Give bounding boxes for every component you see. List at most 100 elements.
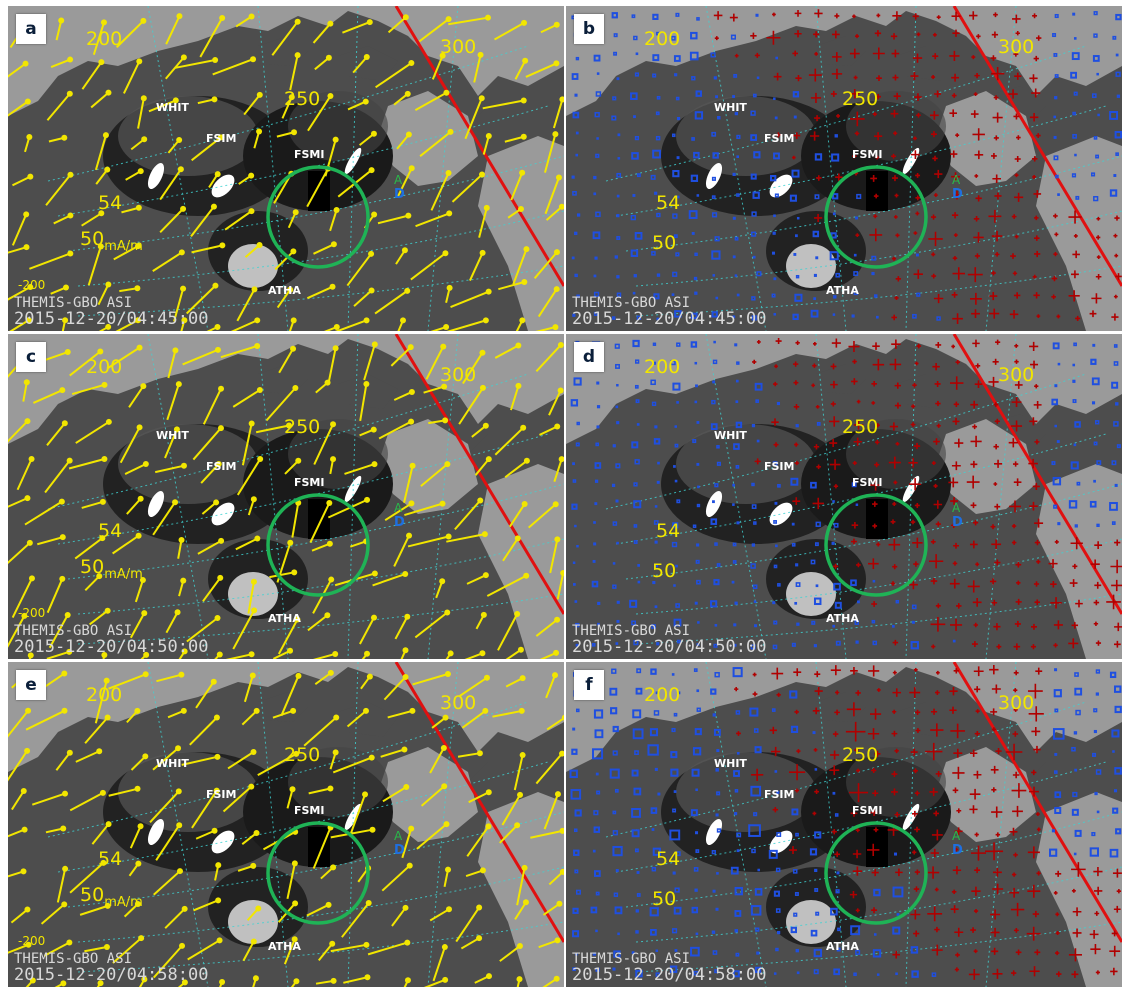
vector-origin: [61, 420, 68, 427]
downward-current-symbol: [671, 928, 678, 934]
map-panel-f: A D f 200 250 300 54 WHIT FSIM FSMI ATHA…: [566, 662, 1122, 987]
downward-current-symbol: [596, 425, 600, 429]
vector-origin: [485, 973, 492, 980]
downward-current-symbol: [1097, 113, 1100, 117]
downward-current-symbol: [1115, 53, 1119, 57]
downward-current-symbol: [1111, 460, 1117, 466]
upward-current-symbol: [752, 691, 758, 697]
downward-current-symbol: [634, 135, 640, 141]
current-vector: [265, 387, 297, 422]
upward-current-symbol: [1114, 215, 1120, 221]
downward-current-symbol: [653, 710, 660, 716]
upward-current-symbol: [910, 422, 916, 427]
graticule: [47, 334, 564, 659]
vector-origin: [291, 936, 298, 943]
upward-current-symbol: [971, 886, 981, 896]
downward-current-symbol: [750, 110, 756, 116]
downward-current-symbol: [732, 315, 736, 319]
current-vector: [68, 458, 105, 470]
current-vector: [232, 389, 261, 408]
upward-current-symbol: [871, 869, 879, 877]
vector-origin: [368, 167, 375, 174]
vector-origin: [408, 825, 415, 832]
upward-current-symbol: [994, 503, 1001, 510]
vector-origin: [326, 500, 333, 507]
downward-current-symbol: [795, 563, 799, 567]
downward-current-symbol: [813, 297, 817, 301]
upward-current-symbol: [974, 731, 980, 737]
vector-origin: [23, 379, 30, 386]
downward-current-symbol: [596, 72, 600, 75]
vector-origin: [552, 501, 559, 508]
downward-current-symbol: [1095, 154, 1100, 159]
downward-current-symbol: [636, 315, 642, 320]
current-vector: [346, 710, 367, 728]
vector-origin: [330, 241, 337, 248]
upward-current-symbol: [789, 846, 797, 855]
current-vector: [243, 94, 261, 116]
downward-current-symbol: [833, 295, 837, 299]
downward-current-symbol: [735, 465, 740, 469]
downward-current-symbol: [694, 361, 698, 365]
vector-origin: [141, 976, 148, 983]
upward-current-symbol: [992, 883, 1004, 895]
current-vector: [535, 344, 562, 372]
vector-origin: [443, 821, 450, 828]
upward-current-symbol: [991, 727, 997, 732]
vector-origin: [98, 59, 105, 66]
downward-current-symbol: [676, 117, 681, 121]
upward-current-symbol: [1029, 341, 1039, 352]
vector-origin: [363, 54, 370, 61]
upward-current-symbol: [793, 132, 801, 140]
downward-current-symbol: [772, 461, 778, 467]
downward-current-symbol: [836, 947, 841, 952]
downward-current-symbol: [712, 713, 716, 717]
downward-current-symbol: [595, 891, 600, 896]
upward-current-symbol: [754, 458, 761, 465]
downward-current-symbol: [1091, 377, 1100, 386]
vector-origin: [137, 168, 144, 175]
upward-current-symbol: [856, 562, 861, 568]
downward-current-symbol: [850, 925, 861, 936]
vector-origin: [324, 379, 331, 386]
upward-current-symbol: [1089, 310, 1097, 318]
downward-current-symbol: [571, 175, 575, 179]
upward-current-symbol: [1033, 190, 1042, 198]
upward-current-symbol: [1034, 384, 1039, 389]
downward-current-symbol: [751, 482, 755, 487]
downward-current-symbol: [675, 851, 681, 857]
downward-current-symbol: [1113, 344, 1118, 348]
upward-current-symbol: [830, 363, 837, 370]
downward-current-symbol: [815, 584, 819, 588]
upward-current-symbol: [931, 252, 936, 257]
downward-current-symbol: [695, 90, 702, 97]
downward-current-symbol: [775, 56, 779, 60]
upward-current-symbol: [1033, 55, 1039, 62]
current-vector: [195, 829, 215, 840]
upward-current-symbol: [915, 195, 921, 201]
downward-current-symbol: [595, 153, 600, 158]
downward-current-symbol: [1115, 152, 1119, 156]
vector-origin: [214, 346, 221, 353]
downward-current-symbol: [635, 52, 639, 56]
downward-current-symbol: [657, 792, 661, 796]
downward-current-symbol: [1091, 172, 1096, 177]
downward-current-symbol: [713, 643, 718, 648]
vector-origin: [292, 385, 299, 392]
current-vector: [309, 502, 331, 544]
downward-current-symbol: [572, 907, 579, 914]
downward-current-symbol: [631, 807, 641, 818]
upward-current-symbol: [990, 765, 999, 774]
current-vector: [79, 904, 109, 916]
downward-current-symbol: [895, 599, 900, 604]
current-vector: [235, 15, 253, 28]
current-vector: [497, 613, 519, 651]
upward-current-symbol: [912, 53, 923, 63]
upward-current-symbol: [831, 338, 841, 348]
upward-current-symbol: [951, 461, 961, 471]
upward-current-symbol: [929, 110, 939, 120]
downward-current-symbol: [872, 640, 878, 646]
downward-current-symbol: [1115, 828, 1122, 835]
downward-current-symbol: [1112, 750, 1115, 753]
vector-origin: [440, 343, 447, 350]
